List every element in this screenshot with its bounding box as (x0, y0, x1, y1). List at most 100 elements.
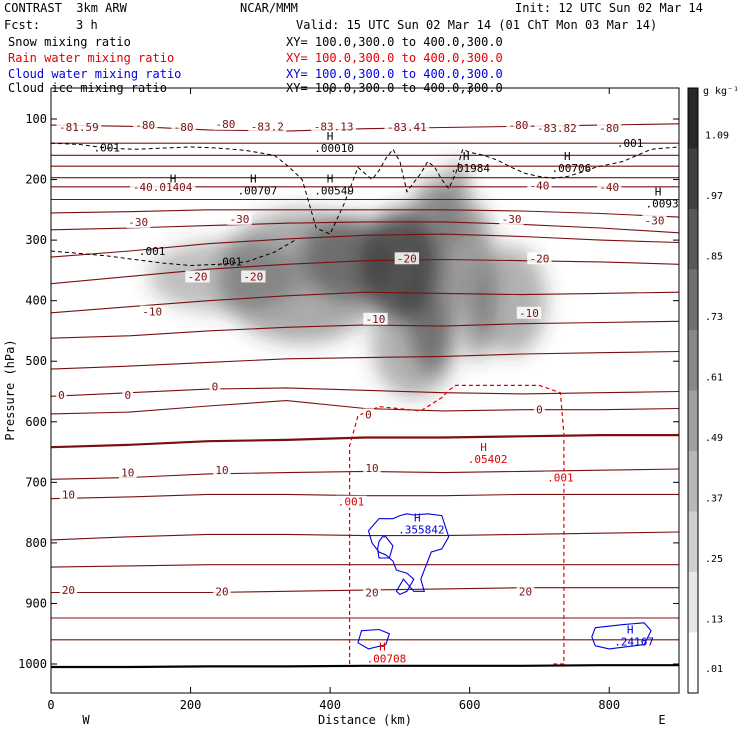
isotherm-label: -80 (135, 119, 155, 132)
snow-blob (371, 288, 456, 398)
colorbar-swatch (688, 88, 698, 149)
isotherm-label: -80 (216, 118, 236, 131)
header-fcst-label: Fcst: (4, 18, 41, 32)
colorbar-swatch (688, 572, 698, 633)
isotherm-line (51, 531, 679, 541)
y-tick-label: 600 (25, 415, 47, 429)
y-tick-label: 700 (25, 475, 47, 489)
isotherm-label-bg (534, 403, 545, 416)
colorbar-label: .73 (705, 312, 723, 323)
temperature-contours (51, 123, 679, 669)
isotherm-label: 0 (536, 404, 543, 417)
isotherm-label-bg (527, 252, 552, 265)
y-tick-label: 300 (25, 233, 47, 247)
cloud-water-contours (357, 513, 652, 650)
snow-shading (148, 161, 547, 398)
extremum-value: .05402 (468, 453, 508, 466)
colorbar-label: .97 (705, 191, 723, 202)
x-tick-label: 200 (180, 698, 202, 712)
extremum-value: .00010 (314, 142, 354, 155)
isotherm-label: -30 (645, 215, 665, 228)
isotherm-label-bg (56, 389, 67, 402)
x-axis-label: Distance (km) (318, 713, 412, 727)
extremum-letter: H (564, 150, 571, 163)
cloud-ice-contours (51, 142, 679, 267)
snow-blob (148, 240, 303, 313)
colorbar-frame (687, 87, 699, 694)
extremum-value: .01984 (450, 162, 490, 175)
isotherm-label-bg (139, 305, 165, 318)
colorbar-label: .61 (705, 372, 723, 383)
colorbar-label: .49 (705, 433, 723, 444)
snow-blob (218, 209, 386, 344)
isotherm-label: 20 (519, 585, 532, 598)
isotherm-label: 0 (365, 409, 372, 422)
isotherm-label-bg (597, 180, 622, 193)
isotherm-label: -10 (142, 306, 162, 319)
colorbar-label: .37 (705, 493, 723, 504)
isotherm-label: 10 (215, 464, 228, 477)
header-fcst-value: 3 h (76, 18, 98, 32)
y-tick-label: 100 (25, 112, 47, 126)
isotherm-line (51, 350, 679, 370)
extremum-letter: H (480, 441, 487, 454)
extremum-value: .00707 (237, 185, 277, 198)
colorbar-label: .85 (705, 251, 723, 262)
isotherm-line (51, 233, 679, 258)
isotherm-label-bg (506, 119, 531, 132)
contour-labels: -81.59 -80 -80 -80 -83.2 -83.13 -83.41 -80 -80 -8… (56, 117, 679, 666)
y-tick-label: 800 (25, 536, 47, 550)
y-axis-label: Pressure (hPa) (3, 339, 17, 440)
isotherm-line (51, 221, 679, 234)
isotherm-label-bg (59, 584, 78, 597)
cloud-ice-contour-segment (51, 239, 296, 267)
isotherm-label: -30 (229, 213, 249, 226)
west-label: W (82, 713, 90, 727)
east-label: E (658, 713, 665, 727)
isotherm-label-bg (384, 120, 430, 133)
x-tick-label: 0 (47, 698, 54, 712)
isotherm-label-bg (126, 215, 151, 228)
isotherm-line (51, 493, 679, 500)
isotherm-line (51, 664, 679, 669)
isotherm-line (51, 291, 679, 314)
x-tick-label: 800 (598, 698, 620, 712)
rain-label-bg (335, 495, 367, 508)
isotherm-label: -80 (599, 122, 619, 135)
isotherm-label: 0 (58, 389, 65, 402)
field-cloudwater-name: Cloud water mixing ratio (8, 67, 182, 81)
isotherm-label-bg (56, 120, 102, 133)
colorbar-swatch (688, 209, 698, 270)
rain-contours (349, 384, 565, 665)
extremum-value: .355842 (398, 524, 444, 537)
plot-frame (50, 87, 680, 694)
isotherm-label-bg (130, 180, 196, 193)
colorbar-swatch (688, 632, 698, 693)
extremum-letter: H (627, 624, 634, 637)
extremum-value: .00706 (551, 162, 591, 175)
isotherm-label: -40 (599, 181, 619, 194)
isotherm-label: -20 (188, 270, 208, 283)
isotherm-label-bg (248, 120, 287, 133)
isotherm-label-bg (516, 585, 535, 598)
cloud-water-contour (591, 622, 652, 650)
snow-blob (476, 246, 547, 356)
isotherm-label: -83.41 (387, 121, 427, 134)
isotherm-label-bg (171, 120, 196, 133)
isotherm-label-bg (597, 122, 622, 135)
isotherm-label-bg (527, 179, 552, 192)
extremum-letter: H (250, 173, 257, 186)
rain-label-bg (544, 471, 576, 484)
cloud-water-contour (367, 513, 450, 596)
colorbar: 1.09 .97 .85 .73 .61 .49 .37 .25 .13 .01 (687, 87, 729, 694)
isotherm-label-bg (311, 120, 356, 133)
extremum-letter: H (327, 173, 334, 186)
colorbar-label: .13 (705, 614, 723, 625)
extremum-letter: H (655, 185, 662, 198)
extremum-value: .24167 (614, 636, 654, 649)
isotherm-line (51, 564, 679, 568)
rain-label: .001 (547, 471, 574, 484)
header-title-left: CONTRAST 3km ARW (4, 1, 127, 15)
